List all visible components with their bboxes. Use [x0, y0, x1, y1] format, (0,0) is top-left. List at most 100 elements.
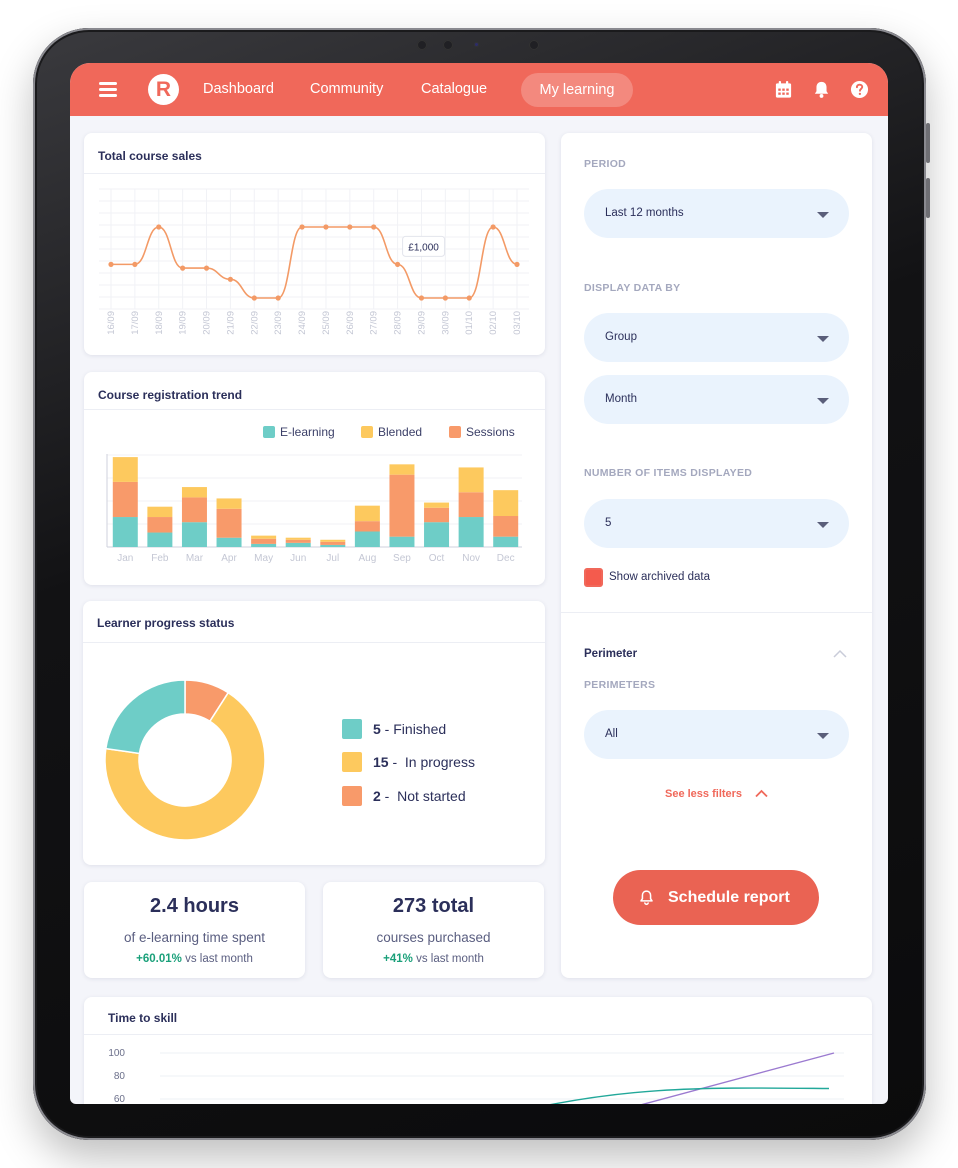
status-sep: -: [380, 721, 394, 737]
logo[interactable]: R: [148, 74, 179, 105]
bar-segment-sessions: [320, 541, 346, 545]
registration-x-tick-label: Jul: [326, 553, 339, 564]
bar-segment-e-learning: [147, 532, 173, 547]
nav-dashboard[interactable]: Dashboard: [203, 81, 274, 97]
legend-swatch: [449, 426, 461, 438]
bar-segment-e-learning: [181, 522, 207, 547]
items-select[interactable]: 5: [584, 499, 849, 548]
skill-title: Time to skill: [108, 1011, 178, 1025]
help-icon[interactable]: [850, 80, 869, 99]
bell-icon: [640, 890, 653, 906]
nav-community[interactable]: Community: [310, 81, 384, 97]
calendar-icon[interactable]: [774, 80, 793, 99]
status-finished: 5 - Finished: [342, 719, 447, 739]
period-value: Last 12 months: [605, 207, 684, 219]
nav-my-learning[interactable]: My learning: [521, 73, 633, 107]
status-label: Finished: [393, 721, 447, 737]
camera-icon: [529, 40, 539, 50]
sales-x-tick-label: 19/09: [178, 311, 189, 335]
registration-bar-chart: Jan Feb Mar Apr May Jun Jul Aug Sep Oct Nov Dec: [106, 454, 522, 564]
status-label: In progress: [404, 754, 475, 770]
display-month-select[interactable]: Month: [584, 375, 849, 424]
time-to-skill-chart: 100 80 60: [108, 1048, 844, 1104]
sales-data-point: [394, 261, 401, 267]
sales-data-point: [490, 224, 496, 230]
divider: [84, 1034, 872, 1035]
sales-data-point: [132, 261, 138, 267]
schedule-report-label: Schedule report: [668, 889, 790, 906]
archived-checkbox[interactable]: [584, 568, 603, 587]
chevron-down-icon: [817, 522, 829, 528]
sales-data-point: [203, 265, 210, 271]
nav-catalogue[interactable]: Catalogue: [421, 81, 488, 97]
items-label: NUMBER OF ITEMS DISPLAYED: [584, 467, 753, 479]
status-count: 2: [373, 788, 381, 804]
sales-series-line: [111, 226, 518, 299]
elearning-time-card: 2.4 hours of e-learning time spent +60.0…: [84, 882, 305, 978]
chevron-up-icon: [755, 789, 768, 798]
bar-segment-blended: [424, 502, 450, 508]
sales-data-point: [466, 295, 472, 301]
sales-data-point: [442, 295, 448, 301]
menu-icon[interactable]: [99, 82, 117, 97]
display-group-select[interactable]: Group: [584, 313, 849, 362]
bar-segment-blended: [320, 539, 346, 542]
app-screen: R Dashboard Community Catalogue My learn…: [70, 63, 888, 1104]
chevron-down-icon: [817, 398, 829, 404]
see-less-filters-link[interactable]: See less filters: [665, 788, 768, 800]
bar-segment-sessions: [493, 516, 519, 537]
status-label: Not started: [397, 788, 466, 804]
legend-label: Sessions: [466, 425, 515, 439]
chevron-down-icon: [817, 733, 829, 739]
archived-label: Show archived data: [609, 571, 711, 583]
bell-icon[interactable]: [812, 80, 831, 99]
sales-x-tick-label: 27/09: [369, 311, 380, 335]
legend-swatch: [263, 426, 275, 438]
chevron-up-icon[interactable]: [833, 649, 847, 658]
skill-y-tick-label: 100: [108, 1048, 125, 1059]
sales-tooltip: [402, 235, 446, 257]
schedule-report-button[interactable]: Schedule report: [613, 870, 819, 925]
bar-segment-sessions: [424, 507, 450, 523]
status-not-started: 2 - Not started: [342, 786, 466, 806]
bar-segment-e-learning: [285, 542, 311, 547]
courses-purchased-card: 273 total courses purchased +41% vs last…: [323, 882, 544, 978]
stat-label: courses purchased: [376, 930, 491, 945]
bar-segment-blended: [458, 467, 484, 493]
registration-x-tick-label: Feb: [151, 553, 169, 564]
perimeters-select[interactable]: All: [584, 710, 849, 759]
display-group-value: Group: [605, 331, 637, 343]
registration-title: Course registration trend: [98, 388, 243, 402]
legend-label: E-learning: [280, 425, 335, 439]
sales-data-point: [347, 224, 353, 230]
status-count: 15: [373, 754, 389, 770]
status-in-progress: 15 - In progress: [342, 752, 475, 772]
status-sep: -: [388, 754, 405, 770]
bar-segment-blended: [181, 487, 207, 498]
skill-y-tick-label: 80: [114, 1071, 126, 1082]
sales-data-point: [418, 295, 425, 301]
stat-value: 273 total: [392, 895, 475, 917]
bar-segment-e-learning: [112, 517, 138, 547]
legend-elearning: E-learning: [263, 425, 335, 439]
bar-segment-e-learning: [493, 536, 519, 547]
sales-data-point: [323, 224, 329, 230]
side-button: [926, 178, 930, 218]
bar-segment-blended: [112, 457, 138, 482]
divider: [83, 642, 545, 643]
sales-x-tick-label: 16/09: [106, 311, 117, 335]
donut-slice-in-progress: [104, 691, 266, 841]
sales-x-tick-label: 26/09: [345, 311, 356, 335]
bar-segment-blended: [147, 506, 173, 518]
registration-x-tick-label: Sep: [393, 553, 411, 564]
sales-data-point: [251, 295, 257, 301]
period-select[interactable]: Last 12 months: [584, 189, 849, 238]
bar-segment-sessions: [458, 492, 484, 518]
chevron-down-icon: [817, 336, 829, 342]
progress-donut-chart: [104, 679, 266, 841]
registration-x-tick-label: Jan: [117, 553, 133, 564]
bar-segment-blended: [354, 505, 380, 522]
skill-series-line: [549, 1087, 830, 1104]
bar-segment-blended: [251, 535, 277, 539]
trend-label: vs last month: [181, 953, 253, 965]
